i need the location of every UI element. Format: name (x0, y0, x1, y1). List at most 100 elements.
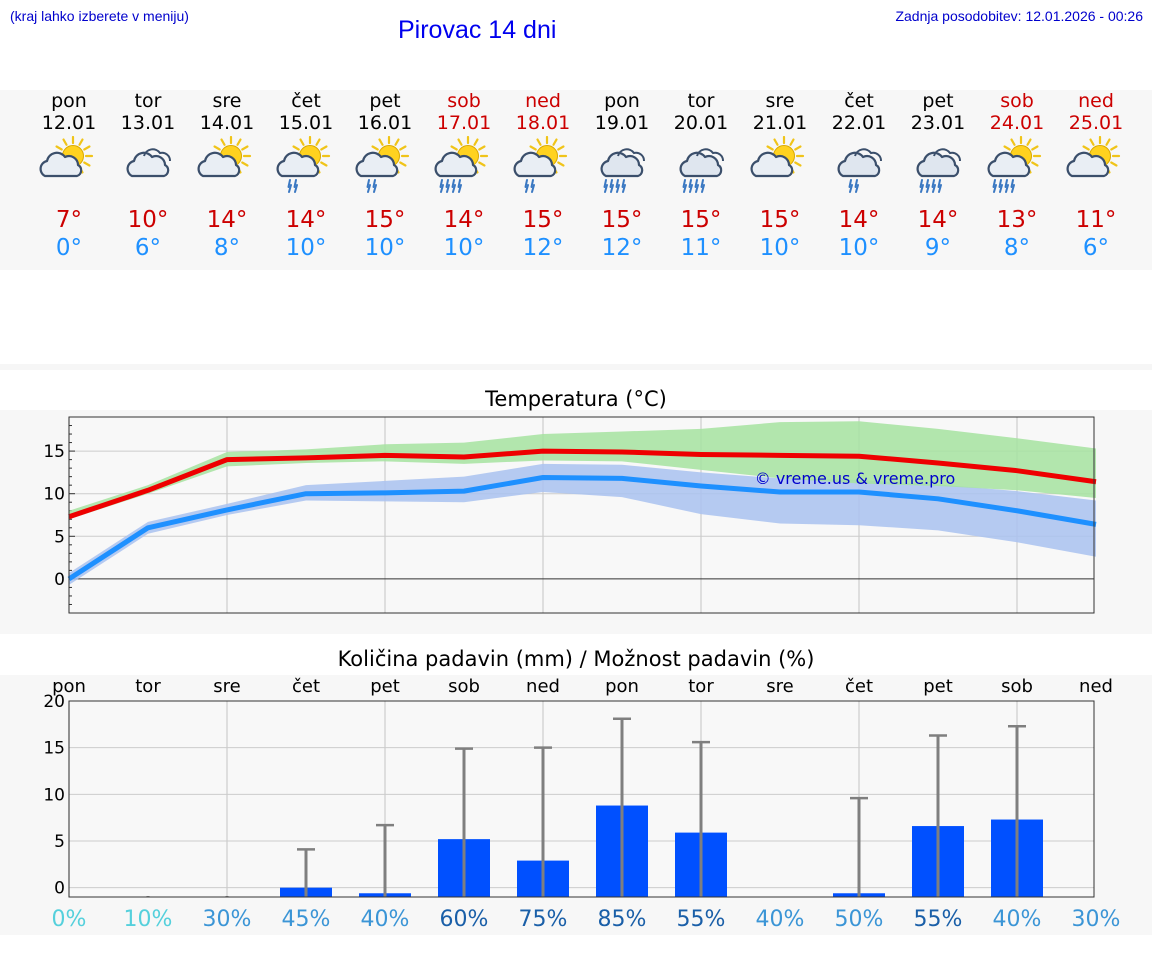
max-temperature: 13° (996, 207, 1038, 233)
y-tick-label: 0 (54, 879, 65, 899)
min-temperature-line (67, 475, 1097, 582)
min-temperature: 0° (55, 235, 83, 261)
precipitation-chart: pon tor sre čet pet sob ned pon tor sre čet pet sob n… (43, 676, 1121, 932)
max-temperature: 14° (838, 207, 880, 233)
min-temperature: 11° (680, 235, 722, 261)
day-date: 13.01 (120, 112, 176, 134)
day-date: 20.01 (673, 112, 729, 134)
day-date: 21.01 (752, 112, 808, 134)
day-name: sob (447, 90, 481, 112)
sun-cloud-icon (1056, 134, 1136, 206)
max-temperature: 10° (127, 207, 169, 233)
category-label: pet (923, 676, 953, 697)
day-date: 12.01 (41, 112, 97, 134)
y-tick-label: 0 (54, 570, 65, 590)
sun-cloud-rain-icon (424, 134, 504, 206)
day-date: 23.01 (910, 112, 966, 134)
max-temperature: 14° (917, 207, 959, 233)
day-name: tor (687, 90, 715, 112)
max-temperature-band (69, 421, 1096, 520)
forecast-day: sob 17.01 14° 10° (424, 90, 504, 262)
day-name: čet (291, 90, 321, 112)
min-temperature: 10° (285, 235, 327, 261)
forecast-day: pet 16.01 15° 10° (345, 90, 425, 262)
max-temperature: 7° (55, 207, 83, 233)
precipitation-probability: 40% (361, 907, 410, 932)
precipitation-probability: 40% (756, 907, 805, 932)
day-date: 22.01 (831, 112, 887, 134)
category-label: ned (1079, 676, 1113, 697)
day-name: ned (1078, 90, 1114, 112)
plot-frame (68, 416, 1095, 614)
watermark: © vreme.us & vreme.pro (755, 469, 956, 488)
y-tick-label: 15 (43, 442, 65, 462)
max-temperature: 14° (285, 207, 327, 233)
sun-cloud-rain-light-icon (266, 134, 346, 206)
day-name: pet (369, 90, 401, 112)
day-date: 19.01 (594, 112, 650, 134)
page-title: Pirovac 14 dni (398, 16, 557, 44)
precipitation-probability: 10% (124, 907, 173, 932)
min-temperature: 6° (1082, 235, 1110, 261)
category-label: sre (766, 676, 793, 697)
precip-chart-title: Količina padavin (mm) / Možnost padavin … (337, 647, 815, 671)
min-temperature: 8° (1003, 235, 1031, 261)
sun-cloud-icon (187, 134, 267, 206)
min-temperature: 8° (213, 235, 241, 261)
sun-cloud-rain-light-icon (345, 134, 425, 206)
precipitation-probability: 0% (52, 907, 87, 932)
cloud-rain-icon (582, 134, 662, 206)
precipitation-probability: 30% (1072, 907, 1121, 932)
precipitation-probability: 55% (677, 907, 726, 932)
category-label: pon (605, 676, 639, 697)
max-temperature: 15° (601, 207, 643, 233)
temperature-chart: 0 5 10 15 © vreme.us & vreme.pro (43, 416, 1097, 614)
precipitation-probability: 30% (203, 907, 252, 932)
forecast-day: sre 21.01 15° 10° (740, 90, 820, 262)
max-temperature: 15° (759, 207, 801, 233)
plot-frame (68, 700, 1095, 898)
min-temperature: 12° (601, 235, 643, 261)
y-tick-label: 15 (43, 739, 65, 759)
location-menu-hint: (kraj lahko izberete v meniju) (10, 8, 189, 24)
max-temperature: 11° (1075, 207, 1117, 233)
y-tick-label: 10 (43, 485, 65, 505)
forecast-day: pon 12.01 7° 0° (29, 90, 109, 262)
forecast-day: čet 15.01 14° 10° (266, 90, 346, 262)
min-temperature: 10° (364, 235, 406, 261)
forecast-day: pet 23.01 14° 9° (898, 90, 978, 262)
category-label: tor (688, 676, 714, 697)
precipitation-probability: 75% (519, 907, 568, 932)
category-label: tor (135, 676, 161, 697)
min-temperature: 10° (443, 235, 485, 261)
sun-cloud-rain-light-icon (503, 134, 583, 206)
cloud-rain-icon (661, 134, 741, 206)
category-label: sob (1001, 676, 1033, 697)
category-label: čet (845, 676, 873, 697)
category-label: pon (52, 676, 86, 697)
y-tick-label: 5 (54, 527, 65, 547)
day-date: 15.01 (278, 112, 334, 134)
category-label: sre (213, 676, 240, 697)
day-name: sre (212, 90, 242, 112)
day-name: sre (765, 90, 795, 112)
y-tick-label: 10 (43, 785, 65, 805)
day-date: 18.01 (515, 112, 571, 134)
y-tick-label: 20 (43, 692, 65, 712)
forecast-day: sob 24.01 13° 8° (977, 90, 1057, 262)
day-name: pet (922, 90, 954, 112)
day-name: pon (51, 90, 87, 112)
forecast-day: ned 25.01 11° 6° (1056, 90, 1136, 262)
sun-cloud-rain-icon (977, 134, 1057, 206)
precipitation-probability: 60% (440, 907, 489, 932)
min-temperature: 10° (759, 235, 801, 261)
category-label: ned (526, 676, 560, 697)
max-temperature: 14° (206, 207, 248, 233)
day-date: 17.01 (436, 112, 492, 134)
precipitation-probability: 55% (914, 907, 963, 932)
min-temperature: 10° (838, 235, 880, 261)
category-label: čet (292, 676, 320, 697)
forecast-day: tor 13.01 10° 6° (108, 90, 188, 262)
y-tick-label: 5 (54, 832, 65, 852)
precipitation-probability: 40% (993, 907, 1042, 932)
